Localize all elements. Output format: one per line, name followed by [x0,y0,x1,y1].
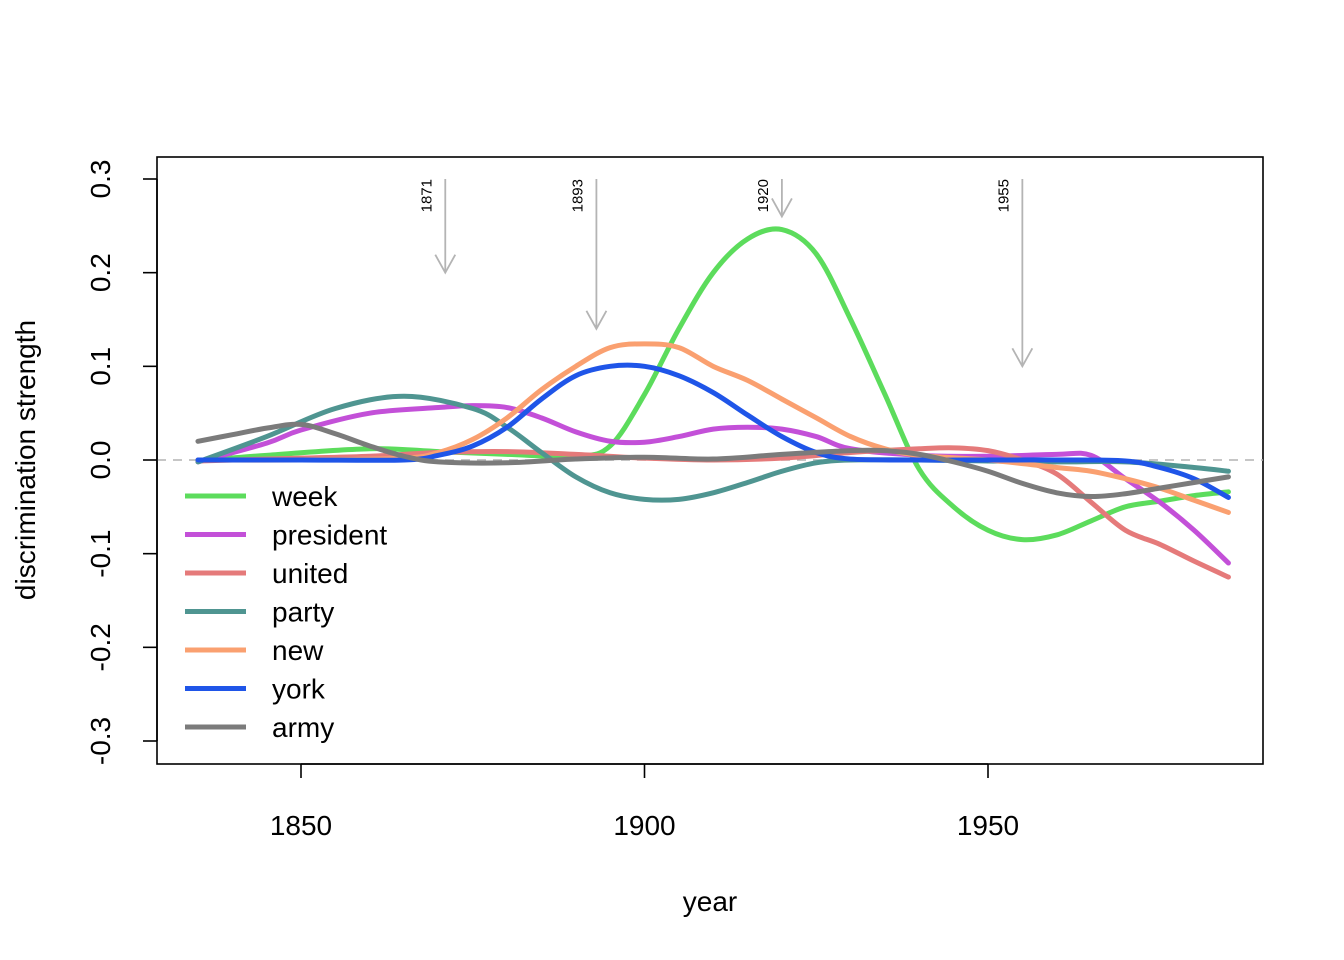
y-tick-label: -0.3 [85,717,116,765]
y-tick-label: 0.0 [85,441,116,480]
legend-label-week: week [271,481,338,512]
x-tick-label: 1850 [270,810,332,841]
annotation-arrow-head [434,254,457,275]
legend-label-party: party [272,597,334,628]
x-tick-label: 1950 [957,810,1019,841]
y-tick-label: -0.2 [85,623,116,671]
legend-label-new: new [272,635,324,666]
y-tick-label: -0.1 [85,530,116,578]
annotation-arrow-head [585,310,608,331]
annotation-label: 1955 [995,179,1012,212]
y-tick-label: 0.3 [85,160,116,199]
x-tick-label: 1900 [613,810,675,841]
legend-label-york: york [272,674,326,705]
series-line-new [195,341,1231,515]
y-tick-label: 0.2 [85,253,116,292]
y-tick-label: 0.1 [85,347,116,386]
legend-label-united: united [272,558,348,589]
annotation-arrow-head [771,198,793,219]
y-axis-label: discrimination strength [10,320,41,600]
x-axis-label: year [683,886,737,917]
annotation-label: 1920 [755,179,772,212]
legend-label-president: president [272,520,387,551]
series-line-president [195,403,1231,566]
annotation-label: 1893 [569,179,586,212]
legend-label-army: army [272,712,334,743]
annotation-label: 1871 [418,179,435,212]
series-line-army [195,421,1231,500]
series-line-york [195,362,1231,500]
annotation-arrow-head [1011,347,1034,369]
